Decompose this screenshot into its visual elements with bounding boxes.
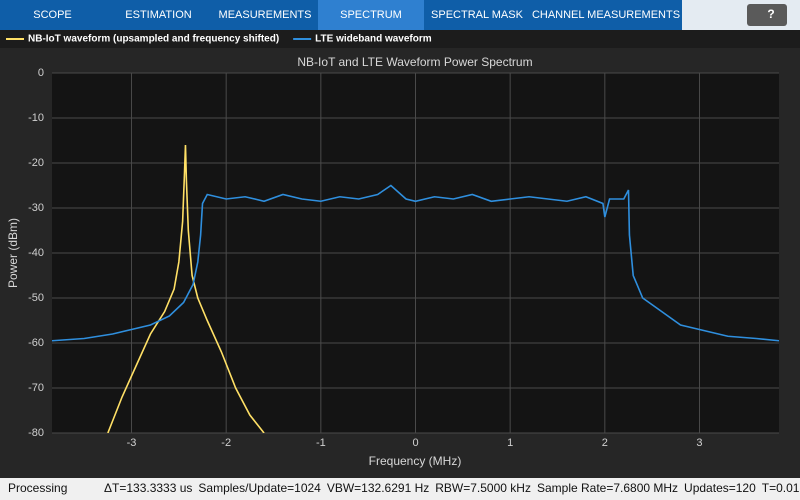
tab[interactable]: SPECTRUM xyxy=(340,9,402,21)
tab[interactable]: CHANNEL MEASUREMENTS xyxy=(532,9,680,21)
status-state: Processing xyxy=(8,481,67,495)
y-axis-label: Power (dBm) xyxy=(6,218,20,288)
status-field: Sample Rate=7.6800 MHz xyxy=(537,481,678,495)
legend-label: LTE wideband waveform xyxy=(315,34,432,45)
status-field: RBW=7.5000 kHz xyxy=(435,481,531,495)
series-line xyxy=(52,184,779,342)
y-tick-label: -70 xyxy=(28,382,44,394)
y-tick-label: 0 xyxy=(38,67,44,79)
legend-label: NB-IoT waveform (upsampled and frequency… xyxy=(28,34,279,45)
tab[interactable]: MEASUREMENTS xyxy=(219,9,312,21)
series-line xyxy=(107,144,265,433)
x-tick-label: -1 xyxy=(316,437,326,449)
tab[interactable]: SCOPE xyxy=(33,9,72,21)
y-tick-label: -10 xyxy=(28,112,44,124)
tab[interactable]: ESTIMATION xyxy=(125,9,191,21)
x-tick-label: 0 xyxy=(412,437,418,449)
status-field: ΔT=133.3333 us xyxy=(104,481,192,495)
y-tick-label: -30 xyxy=(28,202,44,214)
x-tick-label: 1 xyxy=(507,437,513,449)
y-tick-label: -50 xyxy=(28,292,44,304)
status-bar xyxy=(0,478,800,500)
x-tick-label: -3 xyxy=(127,437,137,449)
help-label[interactable]: ? xyxy=(767,7,774,21)
x-tick-label: 2 xyxy=(602,437,608,449)
y-tick-label: -80 xyxy=(28,427,44,439)
y-tick-label: -60 xyxy=(28,337,44,349)
chart-title: NB-IoT and LTE Waveform Power Spectrum xyxy=(297,55,532,69)
status-field: Samples/Update=1024 xyxy=(198,481,321,495)
status-field: Updates=120 xyxy=(684,481,756,495)
help-button[interactable] xyxy=(747,4,787,26)
status-field: T=0.016 xyxy=(762,481,800,495)
tab[interactable]: SPECTRAL MASK xyxy=(431,9,524,21)
tab-active[interactable] xyxy=(318,0,424,30)
y-tick-label: -20 xyxy=(28,157,44,169)
x-tick-label: -2 xyxy=(221,437,231,449)
x-axis-label: Frequency (MHz) xyxy=(369,454,462,468)
status-field: VBW=132.6291 Hz xyxy=(327,481,429,495)
y-tick-label: -40 xyxy=(28,247,44,259)
legend-bar xyxy=(0,30,800,48)
x-tick-label: 3 xyxy=(696,437,702,449)
